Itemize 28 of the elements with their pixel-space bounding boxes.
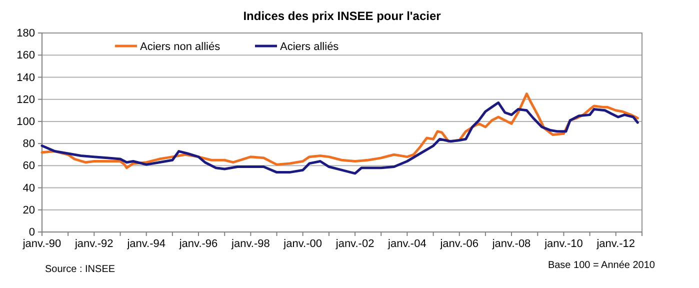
y-tick-label: 180 xyxy=(16,28,35,40)
x-tick-label: janv.-92 xyxy=(74,238,114,250)
x-tick-label: janv.-06 xyxy=(439,238,479,250)
legend-label: Aciers alliés xyxy=(280,41,340,53)
chart-title: Indices des prix INSEE pour l'acier xyxy=(243,9,442,23)
x-tick-label: janv.-02 xyxy=(334,238,374,250)
y-tick-label: 160 xyxy=(16,50,35,62)
line-series xyxy=(40,101,639,175)
y-tick-label: 60 xyxy=(22,160,35,172)
x-tick-label: janv.-90 xyxy=(22,238,62,250)
y-tick-label: 20 xyxy=(22,204,35,216)
y-tick-label: 0 xyxy=(28,226,35,239)
x-tick-label: janv.-04 xyxy=(387,238,426,250)
source-note: Source : INSEE xyxy=(45,264,116,275)
y-tick-label: 120 xyxy=(16,94,35,106)
x-tick-label: janv.-98 xyxy=(230,238,270,250)
x-tick-label: janv.-94 xyxy=(126,238,166,250)
x-tick-label: janv.-08 xyxy=(491,238,531,250)
x-tick-label: janv.-12 xyxy=(596,238,636,250)
legend-label: Aciers non alliés xyxy=(140,41,221,53)
y-tick-label: 140 xyxy=(16,72,35,84)
text: Base 100 = Année 2010 xyxy=(548,260,656,271)
x-tick-label: janv.-10 xyxy=(544,238,583,250)
x-tick-label: janv.-00 xyxy=(282,238,322,250)
x-tick-label: janv.-96 xyxy=(178,238,218,250)
y-tick-label: 40 xyxy=(22,182,35,194)
y-tick-label: 80 xyxy=(22,138,35,150)
y-tick-label: 100 xyxy=(16,116,35,128)
